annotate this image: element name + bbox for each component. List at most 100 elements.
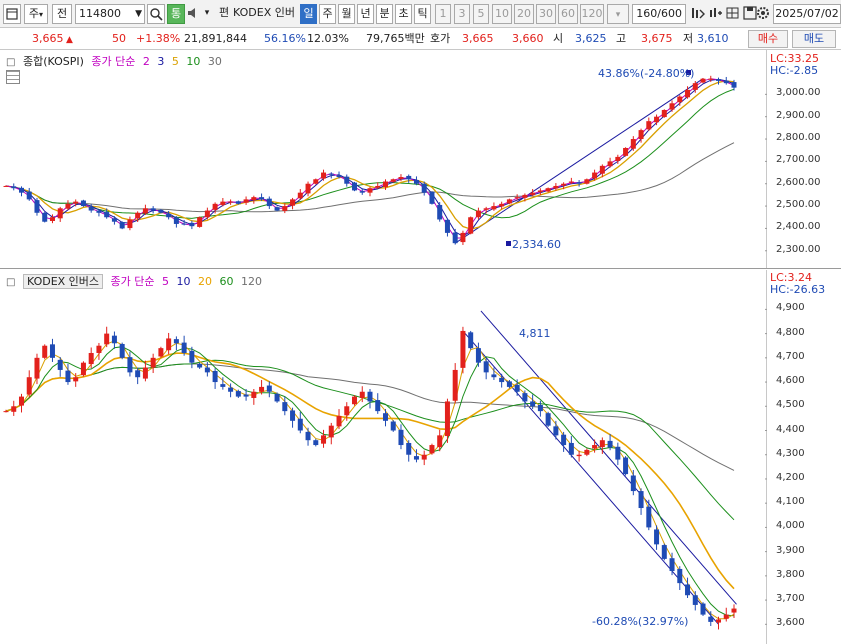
period-week[interactable]: 주 bbox=[319, 4, 336, 24]
y-tick-label: 3,900 bbox=[776, 544, 805, 556]
candle bbox=[444, 398, 450, 443]
period-tick[interactable]: 틱 bbox=[414, 4, 431, 24]
y-tick-label: 4,800 bbox=[776, 326, 805, 338]
panel-close-icon[interactable]: □ bbox=[6, 57, 16, 68]
candle bbox=[352, 181, 358, 192]
bid-price: 3,660 bbox=[512, 32, 544, 45]
kospi-chart-panel: □ 종합(KOSPI) 종가 단순 2 3 5 10 30 43.86%(-24… bbox=[0, 50, 841, 269]
candle bbox=[607, 157, 613, 168]
interval-20[interactable]: 20 bbox=[514, 4, 534, 24]
interval-3[interactable]: 3 bbox=[454, 4, 470, 24]
candle bbox=[290, 407, 296, 428]
y-tick-label: 3,700 bbox=[776, 593, 805, 605]
candle bbox=[545, 187, 551, 193]
interval-60[interactable]: 60 bbox=[558, 4, 578, 24]
tong-button[interactable]: 통 bbox=[167, 4, 185, 24]
y-tick-label: 3,800 bbox=[776, 568, 805, 580]
candle bbox=[297, 411, 303, 434]
y-tick-label: 2,800.00 bbox=[776, 132, 821, 144]
candle bbox=[700, 602, 706, 616]
candle bbox=[561, 431, 567, 452]
candle bbox=[3, 409, 9, 413]
kospi-ma5: 5 bbox=[171, 55, 179, 68]
stock-code-input[interactable]: 114800 ▼ bbox=[75, 4, 145, 24]
save-icon[interactable] bbox=[742, 4, 758, 24]
window-icon[interactable] bbox=[3, 4, 21, 24]
pyeon-label[interactable]: 편 bbox=[218, 6, 230, 19]
y-tick-label: 4,900 bbox=[776, 302, 805, 314]
candle bbox=[142, 204, 148, 215]
interval-1[interactable]: 1 bbox=[435, 4, 451, 24]
interval-10[interactable]: 10 bbox=[492, 4, 512, 24]
buy-button[interactable]: 매수 bbox=[748, 30, 788, 48]
y-tick-label: 2,600.00 bbox=[776, 176, 821, 188]
candle bbox=[638, 128, 644, 143]
candle bbox=[135, 211, 141, 223]
interval-5[interactable]: 5 bbox=[473, 4, 489, 24]
period-day[interactable]: 일 bbox=[300, 4, 317, 24]
sell-button[interactable]: 매도 bbox=[792, 30, 836, 48]
dropdown-arrow-icon[interactable]: ▾ bbox=[204, 8, 210, 18]
candle bbox=[599, 437, 605, 454]
count-input[interactable]: 160/600 bbox=[632, 4, 686, 24]
candle bbox=[553, 183, 559, 191]
period-second[interactable]: 초 bbox=[395, 4, 412, 24]
interval-custom[interactable]: ▾ bbox=[607, 4, 629, 24]
period-year[interactable]: 년 bbox=[357, 4, 374, 24]
candle bbox=[359, 386, 365, 403]
table-icon[interactable] bbox=[6, 70, 20, 84]
chevron-down-icon[interactable]: ▼ bbox=[135, 9, 142, 19]
candle bbox=[475, 207, 481, 220]
kospi-candle-chart[interactable] bbox=[0, 50, 767, 269]
candle bbox=[212, 202, 218, 214]
chevron-down-icon: ▾ bbox=[615, 10, 621, 20]
candle bbox=[297, 189, 303, 200]
candle bbox=[522, 193, 528, 202]
period-minute[interactable]: 분 bbox=[376, 4, 393, 24]
candle bbox=[127, 216, 133, 231]
chart-settings-icon[interactable] bbox=[690, 4, 706, 24]
high-price: 3,675 bbox=[641, 32, 673, 45]
market-select[interactable]: 주▾ bbox=[24, 4, 48, 24]
gear-icon[interactable] bbox=[755, 4, 771, 24]
kodex-lc: LC:3.24 bbox=[770, 271, 813, 284]
kodex-series-name[interactable]: KODEX 인버스 bbox=[22, 274, 104, 289]
candle bbox=[158, 346, 164, 358]
candle bbox=[537, 400, 543, 417]
candle bbox=[189, 346, 195, 369]
candle bbox=[73, 373, 79, 387]
kospi-annotation-low: 2,334.60 bbox=[512, 238, 561, 251]
candle bbox=[499, 373, 505, 388]
indicator-icon[interactable] bbox=[708, 4, 724, 24]
candle bbox=[65, 200, 71, 211]
kospi-ma-label: 종가 단순 bbox=[91, 55, 136, 68]
candle bbox=[584, 178, 590, 185]
candle bbox=[514, 379, 520, 396]
search-icon[interactable] bbox=[147, 4, 165, 24]
interval-30[interactable]: 30 bbox=[536, 4, 556, 24]
y-tick-label: 4,400 bbox=[776, 423, 805, 435]
period-month[interactable]: 월 bbox=[338, 4, 355, 24]
candle bbox=[259, 380, 265, 395]
panel-close-icon[interactable]: □ bbox=[6, 277, 16, 288]
speaker-icon[interactable] bbox=[186, 4, 200, 24]
candle bbox=[328, 422, 334, 445]
candle bbox=[537, 188, 543, 195]
candle bbox=[561, 182, 567, 190]
candle bbox=[181, 335, 187, 356]
kospi-hc: HC:-2.85 bbox=[770, 64, 819, 77]
grid-icon[interactable] bbox=[725, 4, 741, 24]
candle bbox=[104, 326, 110, 348]
candle bbox=[382, 409, 388, 427]
candle bbox=[166, 210, 172, 220]
toolbar: 주▾ 전 114800 ▼ 통 ▾ 편 KODEX 인버 일 주 월 년 분 초… bbox=[0, 0, 841, 28]
kospi-plot-area[interactable]: □ 종합(KOSPI) 종가 단순 2 3 5 10 30 43.86%(-24… bbox=[0, 50, 767, 268]
candle bbox=[731, 79, 737, 91]
open-label: 시 bbox=[553, 32, 564, 45]
interval-120[interactable]: 120 bbox=[580, 4, 604, 24]
kodex-candle-chart[interactable] bbox=[0, 270, 767, 644]
kodex-plot-area[interactable]: □ KODEX 인버스 종가 단순 5 10 20 60 120 4,811 -… bbox=[0, 270, 767, 644]
date-input[interactable]: 2025/07/02 bbox=[773, 4, 841, 24]
candle bbox=[576, 450, 582, 462]
period-type-button[interactable]: 전 bbox=[52, 4, 72, 24]
